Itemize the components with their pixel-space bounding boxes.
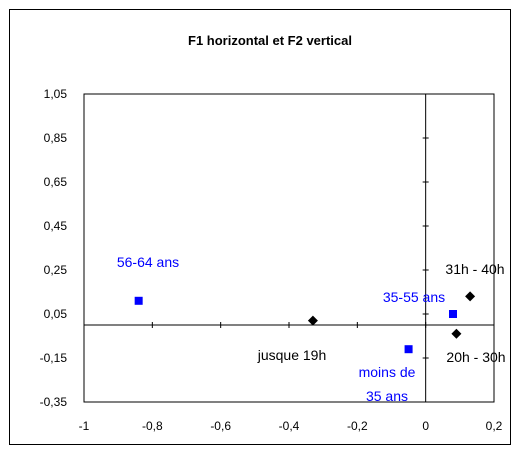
ticks: -1 -0,8 -0,6 -0,4 -0,2 0 0,2 1,05 0,85 0,65 0,45 0,… — [40, 87, 503, 433]
point-marker-diamond — [307, 315, 318, 326]
y-tick-label: 0,65 — [44, 175, 68, 189]
point-marker-square — [404, 345, 413, 354]
y-tick-label: 1,05 — [44, 87, 68, 101]
chart-frame — [9, 9, 511, 445]
x-tick-label: -0,4 — [279, 419, 300, 433]
points — [134, 291, 476, 354]
point-label: 20h - 30h — [446, 349, 505, 365]
x-tick-label: -0,2 — [347, 419, 368, 433]
chart-title: F1 horizontal et F2 vertical — [188, 33, 352, 48]
x-tick-label: 0,2 — [486, 419, 503, 433]
y-tick-label: -0,35 — [40, 395, 68, 409]
point-labels: 56-64 ans 35-55 ans moins de 35 ans jusque 1… — [117, 254, 506, 404]
x-tick-label: 0 — [422, 419, 429, 433]
y-tick-label: -0,15 — [40, 351, 68, 365]
x-tick-label: -0,8 — [142, 419, 163, 433]
y-tick-label: 0,85 — [44, 131, 68, 145]
point-label: 31h - 40h — [445, 261, 504, 277]
point-marker-diamond — [465, 291, 476, 302]
x-tick-label: -0,6 — [210, 419, 231, 433]
point-marker-diamond — [451, 328, 462, 339]
point-label: 56-64 ans — [117, 254, 179, 270]
point-marker-square — [134, 296, 143, 305]
point-marker-square — [449, 310, 457, 318]
y-tick-label: 0,05 — [44, 307, 68, 321]
point-label: 35-55 ans — [383, 289, 445, 305]
point-label: moins de 35 ans — [359, 364, 416, 404]
y-tick-label: 0,25 — [44, 263, 68, 277]
point-label: jusque 19h — [257, 347, 327, 363]
plot-area — [83, 93, 495, 403]
y-tick-label: 0,45 — [44, 219, 68, 233]
x-tick-label: -1 — [79, 419, 90, 433]
